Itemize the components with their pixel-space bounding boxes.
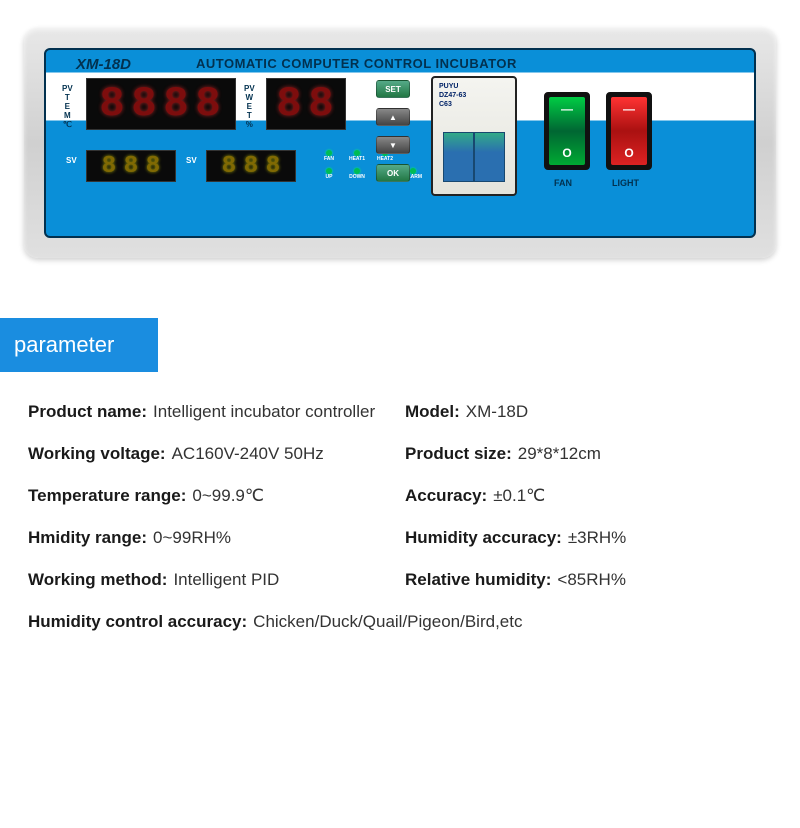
sv-display-2: 888 bbox=[206, 150, 296, 182]
spec-key: Humidity control accuracy: bbox=[28, 612, 247, 632]
device-frame: XM-18D AUTOMATIC COMPUTER CONTROL INCUBA… bbox=[24, 28, 776, 258]
spec-value: Intelligent incubator controller bbox=[153, 402, 375, 422]
spec-row: Product size: 29*8*12cm bbox=[405, 444, 772, 464]
spec-value: AC160V-240V 50Hz bbox=[172, 444, 324, 464]
spec-value: ±0.1℃ bbox=[493, 486, 545, 506]
circuit-breaker[interactable]: PUYU DZ47-63 C63 bbox=[431, 76, 517, 196]
spec-key: Working method: bbox=[28, 570, 167, 590]
spec-row: Working voltage: AC160V-240V 50Hz bbox=[28, 444, 395, 464]
breaker-label: PUYU DZ47-63 C63 bbox=[439, 82, 466, 109]
light-rocker[interactable]: — O bbox=[606, 92, 652, 170]
spec-row: Working method: Intelligent PID bbox=[28, 570, 395, 590]
spec-value: Chicken/Duck/Quail/Pigeon/Bird,etc bbox=[253, 612, 522, 632]
spec-row: Temperature range: 0~99.9℃ bbox=[28, 486, 395, 506]
ok-button[interactable]: OK bbox=[376, 164, 410, 182]
spec-row: Relative humidity: <85RH% bbox=[405, 570, 772, 590]
spec-key: Relative humidity: bbox=[405, 570, 551, 590]
pv-wet-display: 88 bbox=[266, 78, 346, 130]
device-title: AUTOMATIC COMPUTER CONTROL INCUBATOR bbox=[196, 56, 517, 71]
sv-label-1: SV bbox=[66, 156, 77, 165]
spec-row: Accuracy: ±0.1℃ bbox=[405, 486, 772, 506]
light-label: LIGHT bbox=[612, 178, 639, 188]
spec-row: Model: XM-18D bbox=[405, 402, 772, 422]
spec-value: ±3RH% bbox=[568, 528, 626, 548]
spec-value: 0~99.9℃ bbox=[192, 486, 264, 506]
spec-value: 29*8*12cm bbox=[518, 444, 601, 464]
spec-key: Product size: bbox=[405, 444, 512, 464]
spec-value: Intelligent PID bbox=[173, 570, 279, 590]
section-header: parameter bbox=[0, 318, 158, 372]
spec-value: <85RH% bbox=[557, 570, 626, 590]
spec-key: Accuracy: bbox=[405, 486, 487, 506]
pv-temp-label: PVTEM℃ bbox=[62, 84, 73, 129]
fan-label: FAN bbox=[554, 178, 572, 188]
spec-key: Hmidity range: bbox=[28, 528, 147, 548]
spec-key: Temperature range: bbox=[28, 486, 186, 506]
device-panel: XM-18D AUTOMATIC COMPUTER CONTROL INCUBA… bbox=[44, 48, 756, 238]
pv-temp-display: 8888 bbox=[86, 78, 236, 130]
down-button[interactable]: ▼ bbox=[376, 136, 410, 154]
fan-rocker[interactable]: — O bbox=[544, 92, 590, 170]
spec-row: Hmidity range: 0~99RH% bbox=[28, 528, 395, 548]
spec-key: Product name: bbox=[28, 402, 147, 422]
spec-value: 0~99RH% bbox=[153, 528, 231, 548]
up-button[interactable]: ▲ bbox=[376, 108, 410, 126]
spec-key: Humidity accuracy: bbox=[405, 528, 562, 548]
sv-label-2: SV bbox=[186, 156, 197, 165]
spec-row: Humidity accuracy: ±3RH% bbox=[405, 528, 772, 548]
spec-value: XM-18D bbox=[466, 402, 528, 422]
spec-key: Model: bbox=[405, 402, 460, 422]
set-button[interactable]: SET bbox=[376, 80, 410, 98]
sv-display-1: 888 bbox=[86, 150, 176, 182]
breaker-switch[interactable] bbox=[443, 132, 505, 182]
spec-row: Humidity control accuracy: Chicken/Duck/Q… bbox=[28, 612, 772, 632]
spec-key: Working voltage: bbox=[28, 444, 166, 464]
spec-grid: Product name: Intelligent incubator contr… bbox=[28, 402, 772, 632]
pv-wet-label: PVWET% bbox=[244, 84, 255, 129]
model-badge: XM-18D bbox=[76, 56, 131, 73]
spec-row: Product name: Intelligent incubator contr… bbox=[28, 402, 395, 422]
